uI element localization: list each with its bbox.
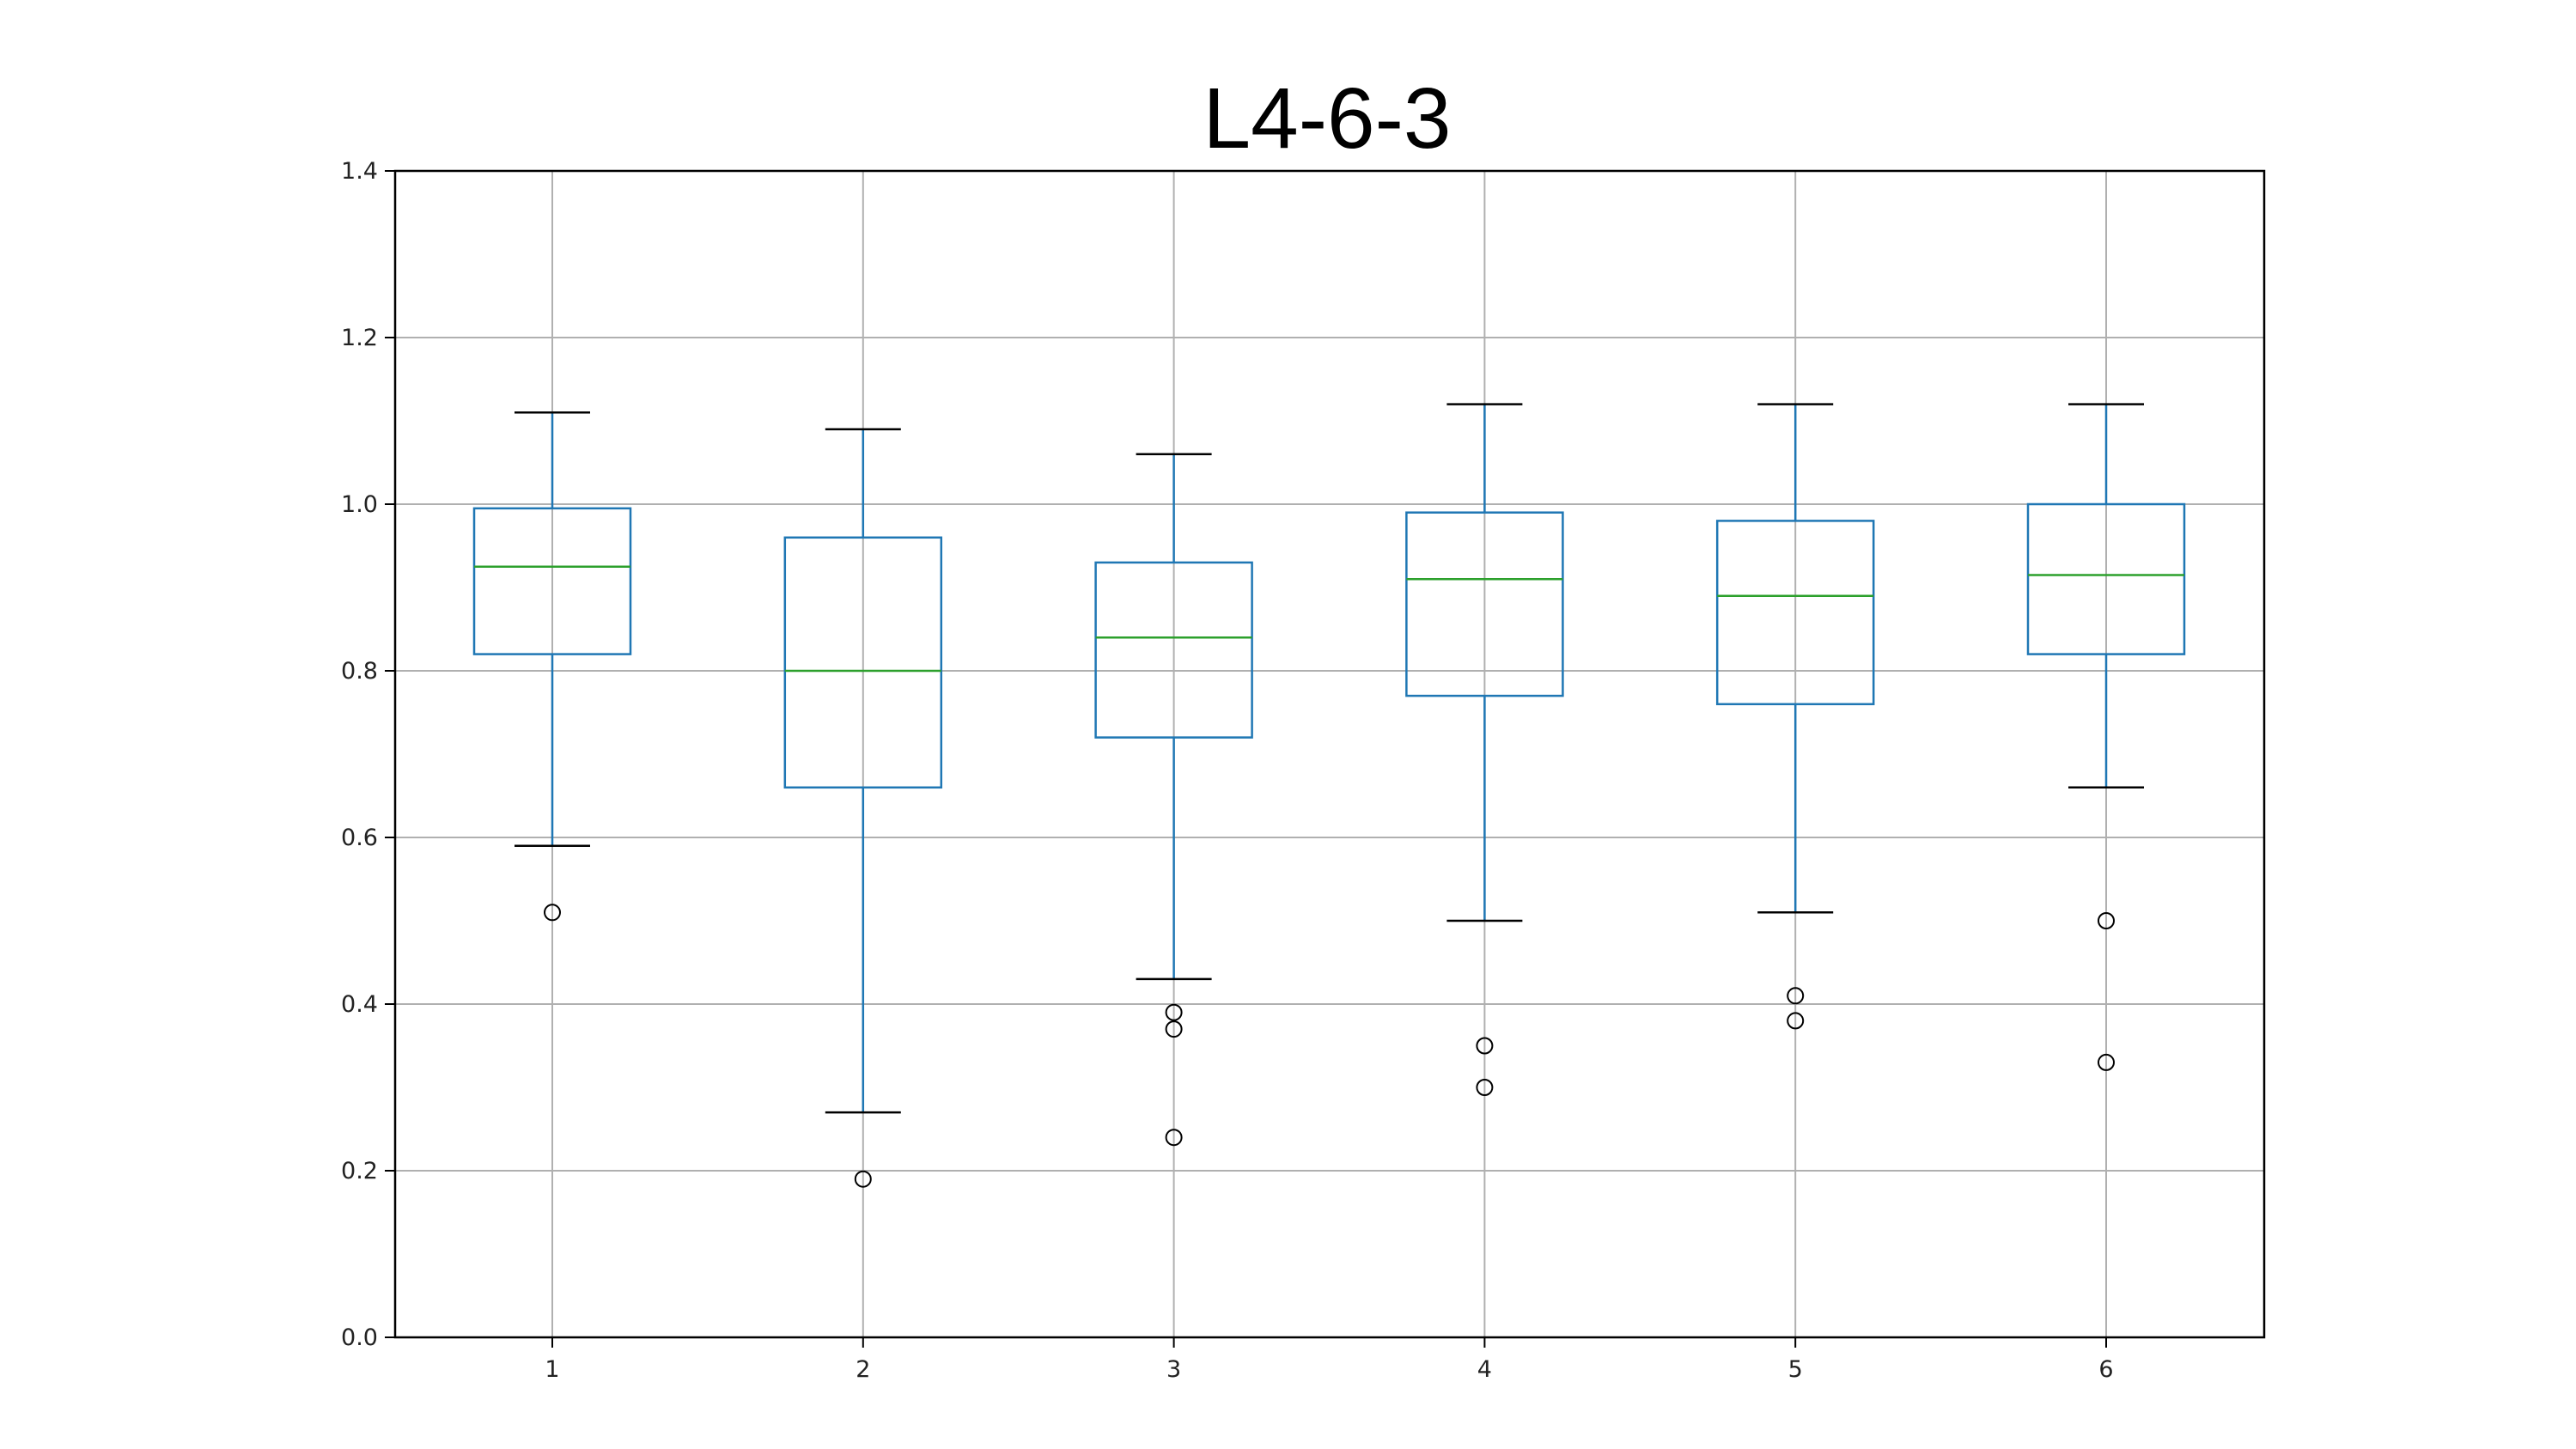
- outlier-point: [1165, 1020, 1183, 1038]
- y-tick-label: 0.8: [341, 658, 378, 685]
- grid-lines: [395, 170, 2264, 1338]
- x-tick-label: 3: [1166, 1356, 1181, 1383]
- box-group-3: [1094, 453, 1253, 1147]
- outlier-point: [2098, 912, 2115, 929]
- box-group-4: [1405, 403, 1564, 1096]
- chart-title: L4-6-3: [1203, 70, 1451, 167]
- outlier-point: [1787, 987, 1805, 1005]
- iqr-box: [1405, 511, 1564, 697]
- box-group-1: [472, 411, 632, 922]
- outlier-point: [1787, 1012, 1805, 1030]
- iqr-box: [472, 507, 632, 655]
- y-tick-label: 1.2: [341, 325, 378, 351]
- outlier-point: [1476, 1037, 1494, 1055]
- box-group-2: [783, 428, 943, 1188]
- box-group-6: [2026, 403, 2186, 1071]
- y-tick-label: 0.4: [341, 991, 378, 1018]
- axes: 0.0 0.2 0.4 0.6 0.8 1.0 1.2 1.4 1 2 3 4 5 6: [341, 158, 2114, 1383]
- iqr-box: [2026, 502, 2186, 655]
- box-series: [472, 403, 2186, 1188]
- iqr-box: [1094, 561, 1253, 739]
- x-tick-label: 6: [2098, 1356, 2113, 1383]
- y-tick-label: 0.2: [341, 1158, 378, 1184]
- y-tick-label: 1.4: [341, 158, 378, 185]
- y-tick-label: 1.0: [341, 491, 378, 518]
- x-tick-label: 5: [1788, 1356, 1803, 1383]
- outlier-point: [1476, 1079, 1494, 1096]
- outlier-point: [1165, 1003, 1183, 1021]
- x-tick-label: 2: [856, 1356, 870, 1383]
- plot-frame: [393, 169, 2266, 1339]
- x-tick-label: 4: [1477, 1356, 1492, 1383]
- outlier-point: [544, 904, 561, 922]
- y-tick-label: 0.6: [341, 825, 378, 851]
- iqr-box: [783, 536, 943, 789]
- outlier-point: [2098, 1053, 2115, 1071]
- outlier-point: [1165, 1129, 1183, 1147]
- outlier-point: [854, 1170, 872, 1188]
- x-tick-label: 1: [545, 1356, 559, 1383]
- y-tick-label: 0.0: [341, 1324, 378, 1351]
- iqr-box: [1715, 520, 1875, 706]
- box-group-5: [1715, 403, 1875, 1030]
